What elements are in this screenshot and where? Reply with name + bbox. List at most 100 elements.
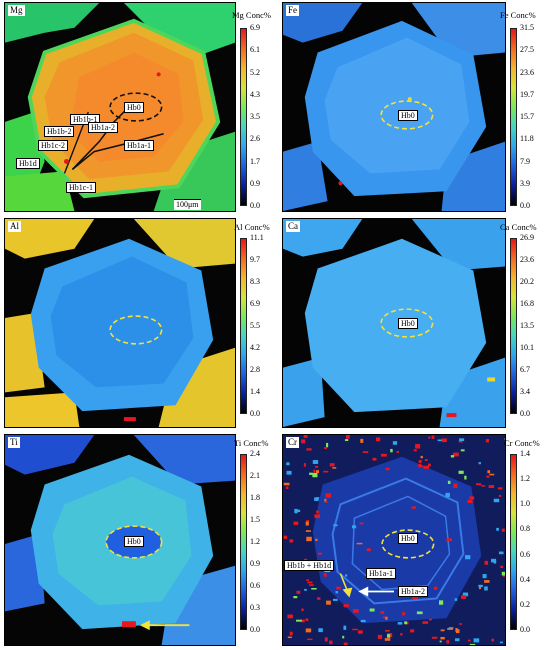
cr-speckle	[360, 438, 364, 443]
scale-tick-label: 2.1	[250, 471, 260, 480]
cr-speckle	[433, 586, 438, 590]
scale-tick-label: 0.9	[250, 559, 260, 568]
scale-tick-label: 0.0	[250, 201, 260, 210]
cr-speckle	[297, 509, 301, 513]
cr-map-panel: Cr Hb0 Hb1b + Hb1d Hb1a-1 Hb1a-2	[282, 434, 506, 646]
scale-tick-label: 1.4	[520, 449, 530, 458]
scale-tick-label: 3.5	[250, 112, 260, 121]
scale-tick-label: 9.7	[250, 255, 260, 264]
cr-speckle	[482, 574, 487, 579]
zone-label-hb0: Hb0	[398, 318, 418, 329]
cr-speckle	[333, 524, 338, 527]
zone-label-hb1a-1: Hb1a-1	[366, 568, 396, 579]
cr-speckle	[289, 631, 293, 636]
scale-tick-label: 4.3	[250, 89, 260, 99]
cr-speckle	[306, 448, 312, 451]
cr-speckle	[306, 579, 309, 582]
cr-speckle	[467, 499, 473, 504]
cr-speckle	[446, 640, 450, 644]
zone-label-hb1c-2: Hb1c-2	[38, 140, 68, 151]
cr-speckle	[488, 485, 495, 489]
cr-speckle	[420, 464, 423, 468]
cr-speckle	[411, 506, 416, 509]
cr-speckle	[396, 451, 400, 454]
cr-speckle	[305, 530, 311, 532]
scale-tick-label: 16.8	[520, 299, 534, 308]
cr-speckle	[485, 439, 490, 443]
cr-speckle	[464, 475, 467, 480]
scale-tick-label: 3.4	[520, 387, 530, 396]
scale-title: Cr Conc%	[504, 438, 540, 448]
cr-speckle	[415, 444, 421, 449]
scale-tick-label: 7.9	[520, 156, 530, 166]
cr-speckle	[300, 619, 305, 623]
cr-speckle	[344, 439, 349, 442]
cr-speckle	[287, 636, 292, 639]
cr-speckle	[478, 586, 482, 590]
scale-tick-label: 0.2	[520, 599, 530, 609]
cr-speckle	[455, 629, 460, 634]
zone-label-hb0: Hb0	[398, 533, 418, 544]
cr-speckle	[484, 586, 488, 591]
cr-speckle	[318, 628, 323, 633]
cr-speckle	[311, 587, 317, 590]
cr-speckle	[448, 627, 454, 629]
ti-map-image	[4, 434, 236, 646]
fe-map-image	[282, 2, 506, 212]
scale-tick-label: 19.7	[520, 89, 534, 99]
cr-speckle	[325, 493, 332, 498]
cr-speckle	[346, 435, 350, 439]
cr-speckle	[324, 447, 327, 449]
zone-label-hb1b-hb1d: Hb1b + Hb1d	[284, 560, 335, 571]
cr-speckle	[303, 463, 306, 467]
cr-speckle	[467, 639, 471, 642]
zone-label-hb0: Hb0	[398, 110, 418, 121]
element-label: Ca	[286, 221, 300, 232]
scale-tick-label: 20.2	[520, 277, 534, 286]
cr-speckle	[380, 453, 387, 457]
cr-speckle	[352, 609, 359, 613]
cr-speckle	[416, 611, 423, 615]
cr-speckle	[385, 467, 390, 471]
cr-color-scale: Cr Conc% 1.4 1.2 1.0 0.8 0.6 0.4 0.2 0.0	[504, 434, 548, 646]
scale-tick-label: 1.4	[250, 387, 260, 396]
cr-speckle	[445, 492, 450, 498]
scale-tick-label: 27.5	[520, 45, 534, 55]
scale-tick-label: 10.1	[520, 343, 534, 352]
cr-speckle	[454, 598, 458, 601]
cr-speckle	[296, 619, 302, 622]
cr-speckle	[453, 452, 459, 457]
cr-speckle	[323, 573, 327, 577]
cr-speckle	[307, 581, 313, 584]
cr-speckle	[404, 621, 408, 625]
cr-speckle	[356, 542, 363, 545]
cr-speckle	[491, 558, 497, 563]
cr-speckle	[493, 498, 500, 503]
cr-speckle	[446, 538, 452, 542]
scale-tick-label: 5.2	[250, 67, 260, 77]
scale-title: Fe Conc%	[500, 10, 536, 20]
scale-tick-label: 0.0	[250, 625, 260, 634]
ca-color-scale: Ca Conc% 26.9 23.6 20.2 16.8 13.5 10.1 6.7 3.4 0…	[500, 218, 548, 428]
element-label: Mg	[8, 5, 25, 16]
scale-tick-label: 15.7	[520, 112, 534, 121]
cr-speckle	[386, 634, 391, 638]
scale-tick-label: 1.2	[520, 474, 530, 484]
cr-speckle	[313, 469, 316, 473]
zone-label-hb1b-2: Hb1b-2	[44, 126, 75, 137]
cr-speckle	[484, 560, 489, 565]
cr-speckle	[385, 616, 388, 620]
cr-speckle	[304, 588, 307, 591]
scale-bar-label: 100μm	[174, 199, 201, 210]
ti-color-scale: Ti Conc% 2.4 2.1 1.8 1.5 1.2 0.9 0.6 0.3 0.0	[234, 434, 278, 646]
al-color-scale: Al Conc% 11.1 9.7 8.3 6.9 5.5 4.2 2.8 1.4 0.0	[234, 218, 278, 428]
cr-speckle	[440, 636, 445, 640]
scale-tick-label: 1.0	[520, 499, 530, 509]
cr-speckle	[420, 455, 423, 459]
zone-label-hb0: Hb0	[124, 102, 144, 113]
cr-speckle	[316, 497, 320, 499]
cr-speckle	[439, 640, 442, 643]
cr-speckle	[455, 638, 460, 642]
scale-tick-label: 0.6	[520, 549, 530, 559]
cr-speckle	[385, 629, 390, 632]
